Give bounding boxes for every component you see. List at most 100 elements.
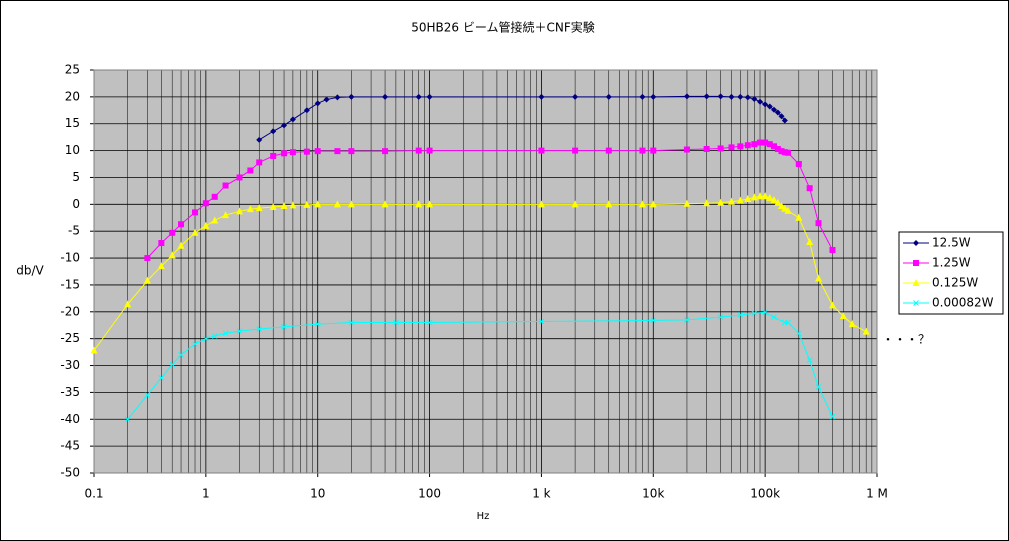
marker [638,200,646,208]
marker [537,200,545,208]
marker [848,320,856,328]
plot-area [94,70,877,473]
marker [761,192,769,200]
marker [426,93,433,100]
marker [426,200,434,208]
marker [222,211,230,219]
marker [572,93,579,100]
marker [770,196,778,204]
marker [269,203,277,211]
marker [236,328,243,334]
marker [415,147,422,154]
marker [192,341,198,347]
marker [270,152,277,159]
marker [281,323,287,330]
x-tick-label: 1 M [866,487,888,501]
legend-marker [913,300,919,306]
legend-label: 0.125W [932,276,978,290]
marker [862,327,870,335]
marker [381,200,389,208]
marker [538,318,545,325]
marker [382,93,389,100]
marker [806,237,814,245]
marker [703,199,711,207]
marker [347,200,355,208]
marker [314,321,321,328]
marker [762,309,768,316]
marker [757,139,764,146]
y-tick-label: 0 [72,197,80,211]
marker [703,145,710,152]
marker [169,229,176,236]
marker [766,103,773,110]
marker [815,220,822,227]
y-tick-label: 10 [65,143,80,157]
marker [703,93,710,100]
marker [639,93,646,100]
marker [766,193,774,201]
marker [784,206,792,214]
marker [144,392,151,398]
marker [382,148,389,155]
marker [415,93,422,100]
marker [211,216,219,224]
marker [751,141,758,148]
marker [348,148,355,155]
marker [202,221,210,229]
marker [124,300,132,308]
marker [236,174,243,181]
marker [333,200,341,208]
marker [736,196,744,204]
y-tick-label: 5 [72,170,80,184]
y-tick-label: -10 [60,251,80,265]
marker [303,107,310,114]
marker [795,330,802,337]
marker [348,93,355,100]
marker [538,147,545,154]
marker [683,199,691,207]
marker [650,317,657,324]
marker [280,201,288,209]
marker [289,201,297,209]
marker [124,416,131,423]
marker [777,201,785,209]
marker [157,262,165,270]
marker [728,93,735,100]
marker [144,255,151,262]
marker [744,94,751,101]
marker [314,100,321,107]
marker [605,147,612,154]
marker [158,240,165,247]
marker [247,167,254,174]
marker [289,149,296,156]
marker [744,194,752,202]
marker [639,147,646,154]
marker [605,200,613,208]
marker [426,319,433,326]
marker [323,96,330,103]
marker [717,93,724,100]
marker [256,159,263,166]
marker [717,145,724,152]
x-axis-label: Hz [477,511,490,522]
marker [236,207,244,215]
marker [256,136,263,143]
marker [757,98,764,105]
marker [683,93,690,100]
marker [192,209,199,216]
y-tick-label: -30 [60,358,80,372]
marker [815,384,822,390]
legend-label: 1.25W [932,256,971,270]
marker [829,413,836,420]
marker [393,319,399,326]
marker [90,346,98,354]
marker [314,148,321,155]
marker [751,96,758,103]
marker [605,93,612,100]
x-tick-label: 10k [642,487,664,501]
legend-label: 12.5W [932,236,971,250]
y-tick-label: -25 [60,331,80,345]
marker [256,326,263,332]
